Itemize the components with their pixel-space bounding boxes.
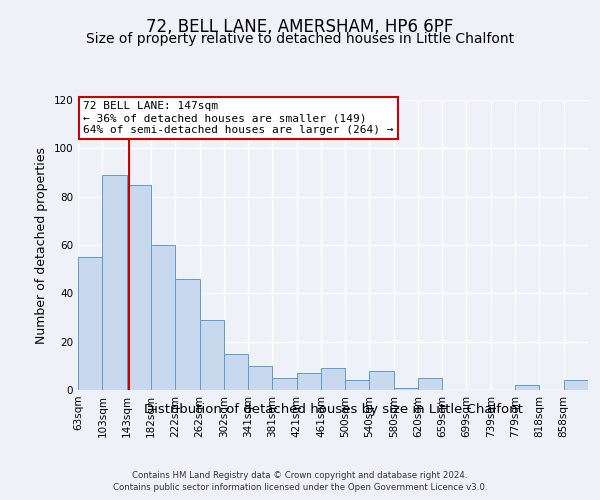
Bar — [78, 257, 103, 390]
Text: 72, BELL LANE, AMERSHAM, HP6 6PF: 72, BELL LANE, AMERSHAM, HP6 6PF — [146, 18, 454, 36]
Bar — [151, 245, 175, 390]
Bar — [248, 366, 272, 390]
Bar — [321, 368, 345, 390]
Text: Contains HM Land Registry data © Crown copyright and database right 2024.: Contains HM Land Registry data © Crown c… — [132, 471, 468, 480]
Bar — [345, 380, 370, 390]
Text: Contains public sector information licensed under the Open Government Licence v3: Contains public sector information licen… — [113, 484, 487, 492]
Y-axis label: Number of detached properties: Number of detached properties — [35, 146, 48, 344]
Text: Distribution of detached houses by size in Little Chalfont: Distribution of detached houses by size … — [143, 402, 523, 415]
Bar — [515, 385, 539, 390]
Bar — [563, 380, 588, 390]
Bar — [175, 279, 200, 390]
Bar — [394, 388, 418, 390]
Bar — [103, 175, 127, 390]
Bar — [296, 373, 321, 390]
Bar — [418, 378, 442, 390]
Bar — [200, 320, 224, 390]
Text: 72 BELL LANE: 147sqm
← 36% of detached houses are smaller (149)
64% of semi-deta: 72 BELL LANE: 147sqm ← 36% of detached h… — [83, 102, 394, 134]
Bar — [127, 184, 151, 390]
Text: Size of property relative to detached houses in Little Chalfont: Size of property relative to detached ho… — [86, 32, 514, 46]
Bar — [370, 370, 394, 390]
Bar — [224, 354, 248, 390]
Bar — [272, 378, 296, 390]
